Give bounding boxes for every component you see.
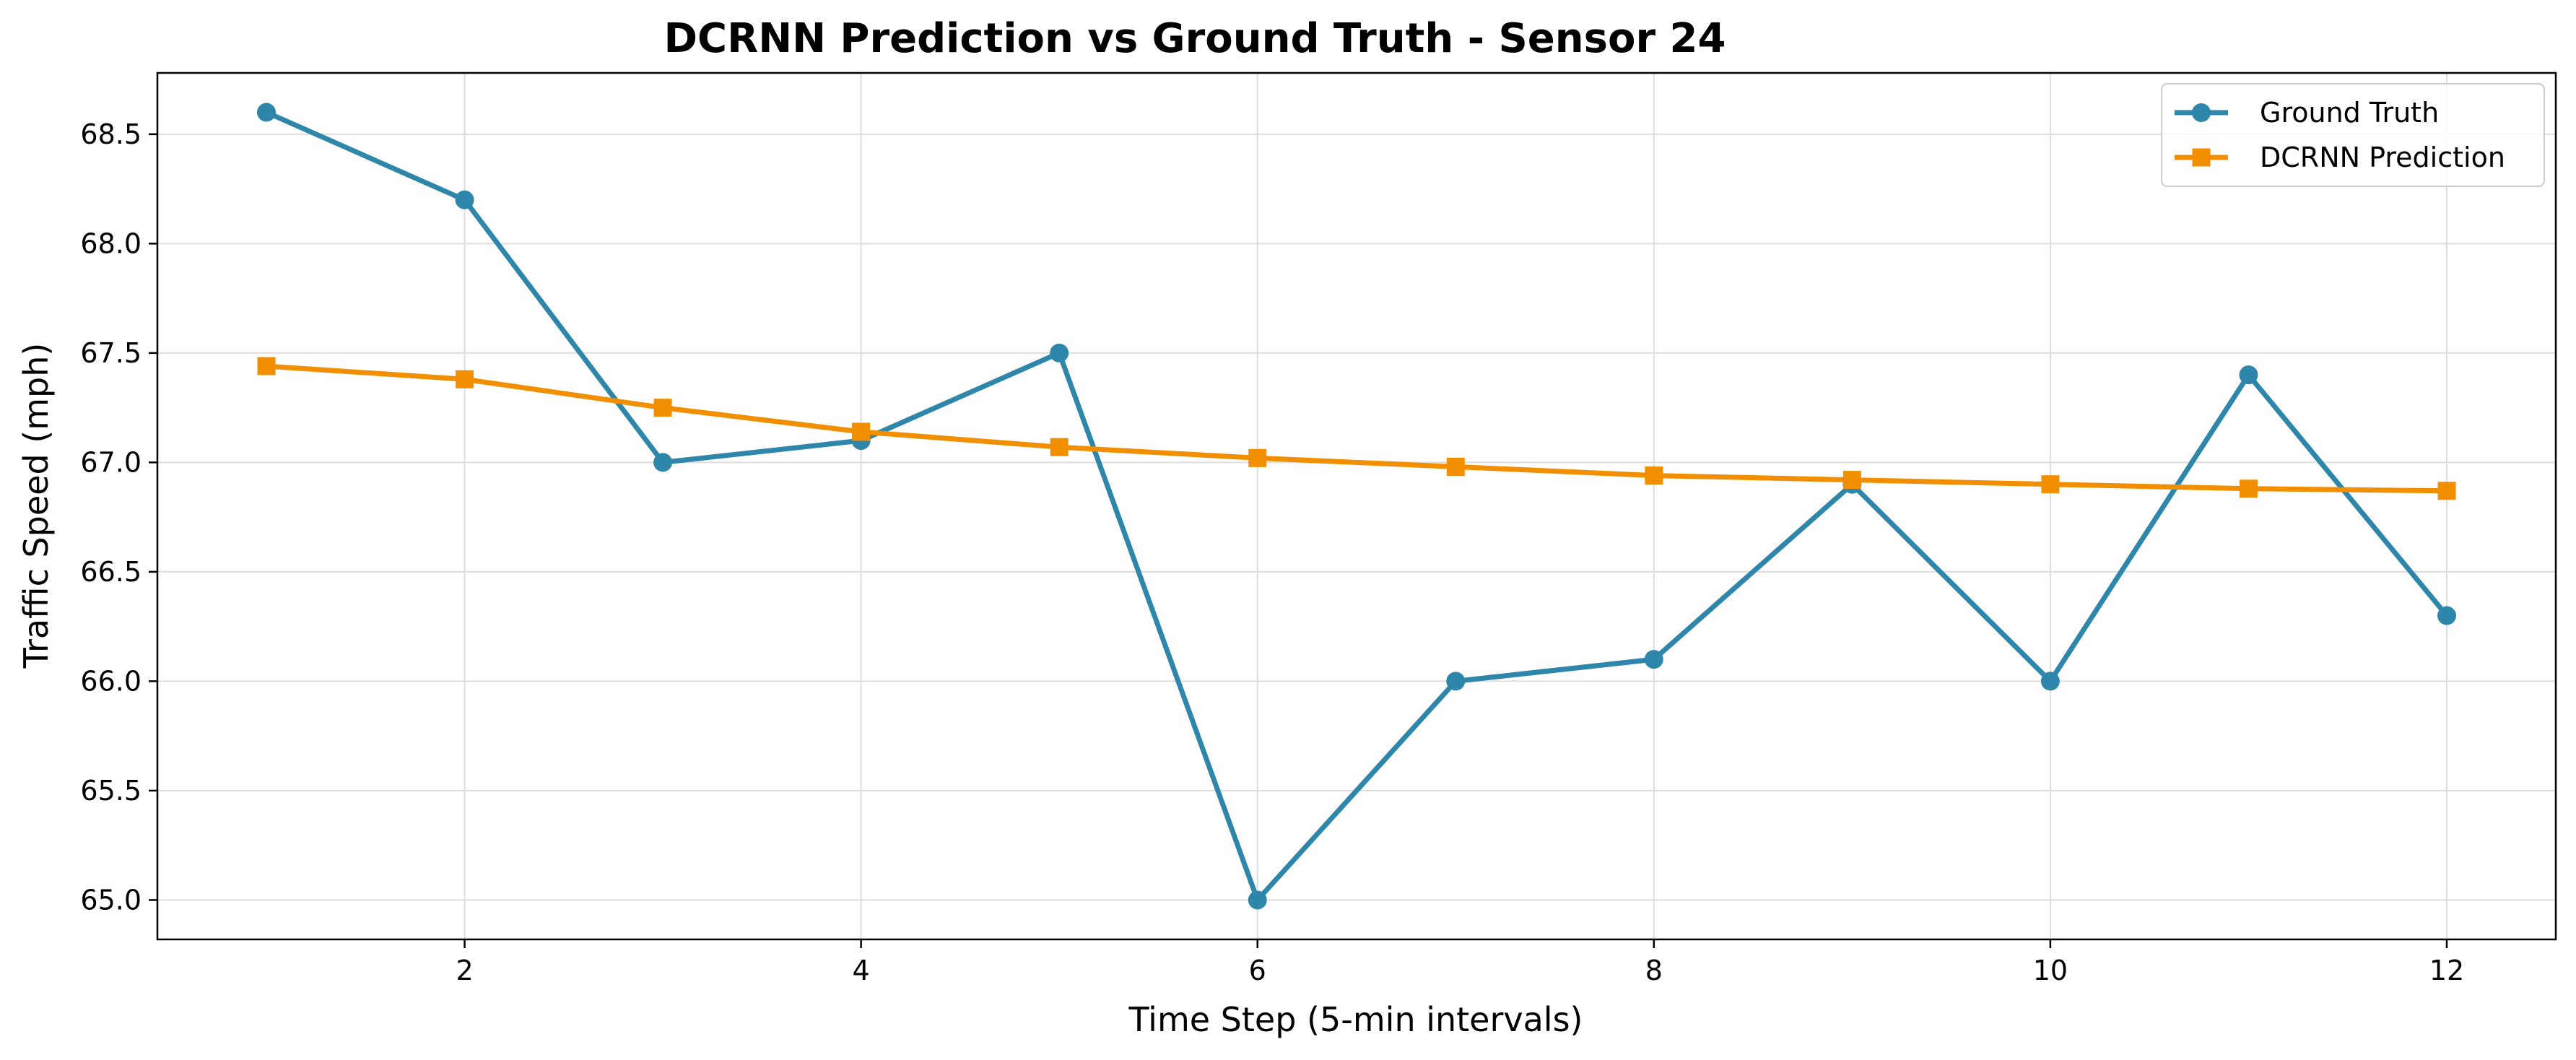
data-point-prediction [2041, 475, 2060, 494]
grid [157, 73, 2556, 939]
data-point-prediction [1645, 466, 1663, 485]
x-axis: 2 4 6 8 10 12 [456, 939, 2464, 986]
x-tick-label: 12 [2429, 955, 2464, 986]
y-tick-label: 66.5 [80, 556, 142, 588]
plot-frame [156, 71, 2557, 941]
data-point-ground-truth [653, 453, 673, 472]
y-tick-label: 65.5 [80, 775, 142, 807]
data-point-prediction [1842, 471, 1861, 490]
legend-label: Ground Truth [2260, 97, 2439, 129]
y-tick-label: 68.5 [80, 118, 142, 150]
legend-marker [2192, 103, 2211, 122]
y-tick-label: 65.0 [80, 884, 142, 916]
data-point-prediction [2239, 479, 2258, 498]
data-point-ground-truth [1644, 650, 1663, 669]
y-axis-label: Traffic Speed (mph) [17, 343, 56, 669]
x-tick-label: 4 [853, 955, 870, 986]
data-point-ground-truth [1248, 890, 1267, 910]
legend-label: DCRNN Prediction [2260, 142, 2505, 173]
data-point-ground-truth [2040, 672, 2060, 691]
legend: Ground Truth DCRNN Prediction [2161, 83, 2545, 187]
data-point-ground-truth [2437, 606, 2456, 625]
data-point-ground-truth [257, 103, 276, 122]
data-point-ground-truth [1050, 343, 1069, 362]
y-axis: 65.0 65.5 66.0 66.5 67.0 67.5 68.0 68.5 [80, 118, 157, 916]
data-point-prediction [456, 370, 474, 388]
legend-marker [2192, 148, 2211, 167]
legend-box [2161, 83, 2545, 187]
chart-title: DCRNN Prediction vs Ground Truth - Senso… [664, 15, 1726, 62]
series-group [257, 103, 2456, 910]
y-tick-label: 67.0 [80, 446, 142, 478]
data-point-ground-truth [1446, 672, 1466, 691]
y-tick-label: 66.0 [80, 665, 142, 697]
series-line-0 [265, 110, 2449, 903]
series-line-1 [266, 363, 2447, 494]
data-point-prediction [1446, 457, 1465, 476]
data-point-prediction [852, 422, 871, 441]
data-point-prediction [257, 357, 276, 375]
y-tick-label: 67.5 [80, 337, 142, 369]
data-point-prediction [1248, 448, 1267, 467]
x-tick-label: 10 [2033, 955, 2068, 986]
data-point-prediction [1050, 438, 1069, 456]
x-axis-label: Time Step (5-min intervals) [1128, 1000, 1583, 1039]
x-tick-label: 6 [1249, 955, 1266, 986]
data-point-ground-truth [455, 190, 474, 209]
y-tick-label: 68.0 [80, 227, 142, 259]
x-tick-label: 2 [456, 955, 473, 986]
data-point-ground-truth [2239, 365, 2258, 385]
x-tick-label: 8 [1645, 955, 1663, 986]
data-point-prediction [653, 399, 672, 417]
data-point-prediction [2437, 482, 2456, 500]
